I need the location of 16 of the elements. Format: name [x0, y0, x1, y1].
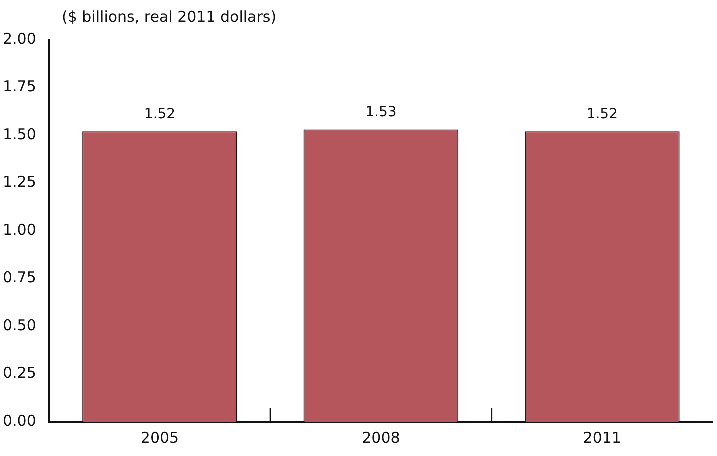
y-tick-label: 0.00	[2, 412, 36, 430]
y-axis-title: ($ billions, real 2011 dollars)	[62, 8, 277, 26]
y-tick-label: 0.25	[2, 364, 36, 382]
data-label: 1.52	[144, 106, 176, 122]
y-tick-label: 0.50	[2, 316, 36, 334]
data-label: 1.53	[366, 104, 397, 120]
y-tick-label: 2.00	[2, 30, 36, 48]
y-tick-label: 1.75	[2, 78, 36, 96]
y-tick-label: 1.25	[2, 173, 36, 192]
x-tick-label: 2008	[362, 428, 400, 447]
y-tick-label: 1.50	[2, 125, 36, 144]
data-label: 1.52	[586, 106, 618, 122]
x-tick-label: 2005	[140, 428, 180, 447]
y-tick-label: 1.00	[2, 220, 36, 239]
y-tick-label: 0.75	[2, 268, 36, 287]
x-tick-label: 2011	[583, 428, 622, 447]
